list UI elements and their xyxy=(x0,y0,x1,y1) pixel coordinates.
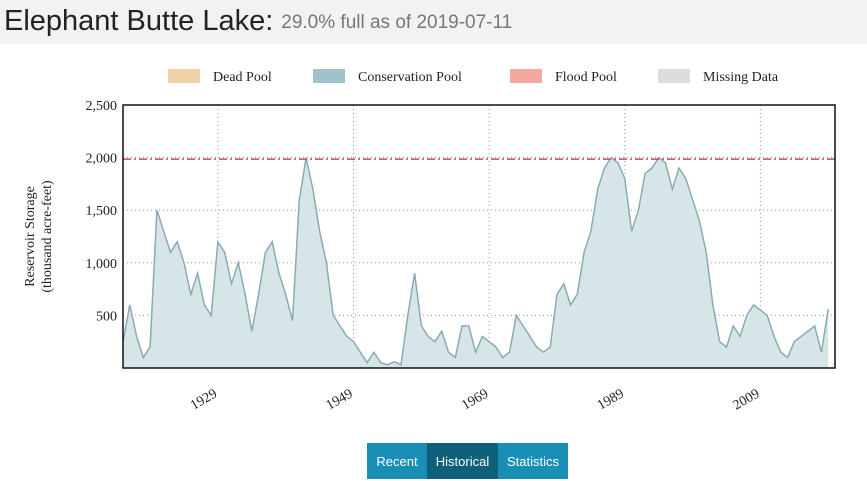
x-tick-label: 1969 xyxy=(459,386,491,413)
legend-swatch xyxy=(510,69,542,83)
tab-button-bg xyxy=(427,443,498,479)
tab-button-bg xyxy=(498,443,568,479)
tab-button-label: Historical xyxy=(436,454,490,469)
legend-swatch xyxy=(658,69,690,83)
header-title: Elephant Butte Lake: xyxy=(4,5,273,37)
tab-button[interactable]: Recent xyxy=(367,443,427,479)
y-tick-label: 2,000 xyxy=(86,152,118,167)
legend-label: Dead Pool xyxy=(213,70,272,85)
legend-swatch xyxy=(313,69,345,83)
tab-button-bg xyxy=(367,443,427,479)
plot-frame xyxy=(122,104,836,369)
y-tick-label: 500 xyxy=(96,309,117,324)
tab-button[interactable]: Historical xyxy=(427,443,498,479)
header-bar xyxy=(0,0,867,44)
y-tick-label: 2,500 xyxy=(86,99,118,114)
x-tick-label: 1989 xyxy=(595,386,627,413)
tab-button[interactable]: Statistics xyxy=(498,443,568,479)
y-axis-label: Reservoir Storage (thousand acre-feet) xyxy=(23,180,55,293)
y-axis-label-line: Reservoir Storage xyxy=(23,186,38,287)
legend-swatch xyxy=(168,69,200,83)
y-axis-label-line: (thousand acre-feet) xyxy=(40,180,55,293)
legend-label: Flood Pool xyxy=(555,70,617,85)
storage-line xyxy=(122,156,829,366)
x-tick-label: 2009 xyxy=(731,386,763,413)
y-tick-label: 1,000 xyxy=(86,257,118,272)
tab-button-label: Recent xyxy=(376,454,418,469)
y-tick-label: 1,500 xyxy=(86,204,118,219)
tab-button-label: Statistics xyxy=(507,454,560,469)
x-tick-label: 1949 xyxy=(324,386,356,413)
legend-label: Missing Data xyxy=(703,70,779,85)
x-tick-label: 1929 xyxy=(188,386,220,413)
legend-label: Conservation Pool xyxy=(358,70,462,85)
header-subtitle: 29.0% full as of 2019-07-11 xyxy=(281,12,512,33)
